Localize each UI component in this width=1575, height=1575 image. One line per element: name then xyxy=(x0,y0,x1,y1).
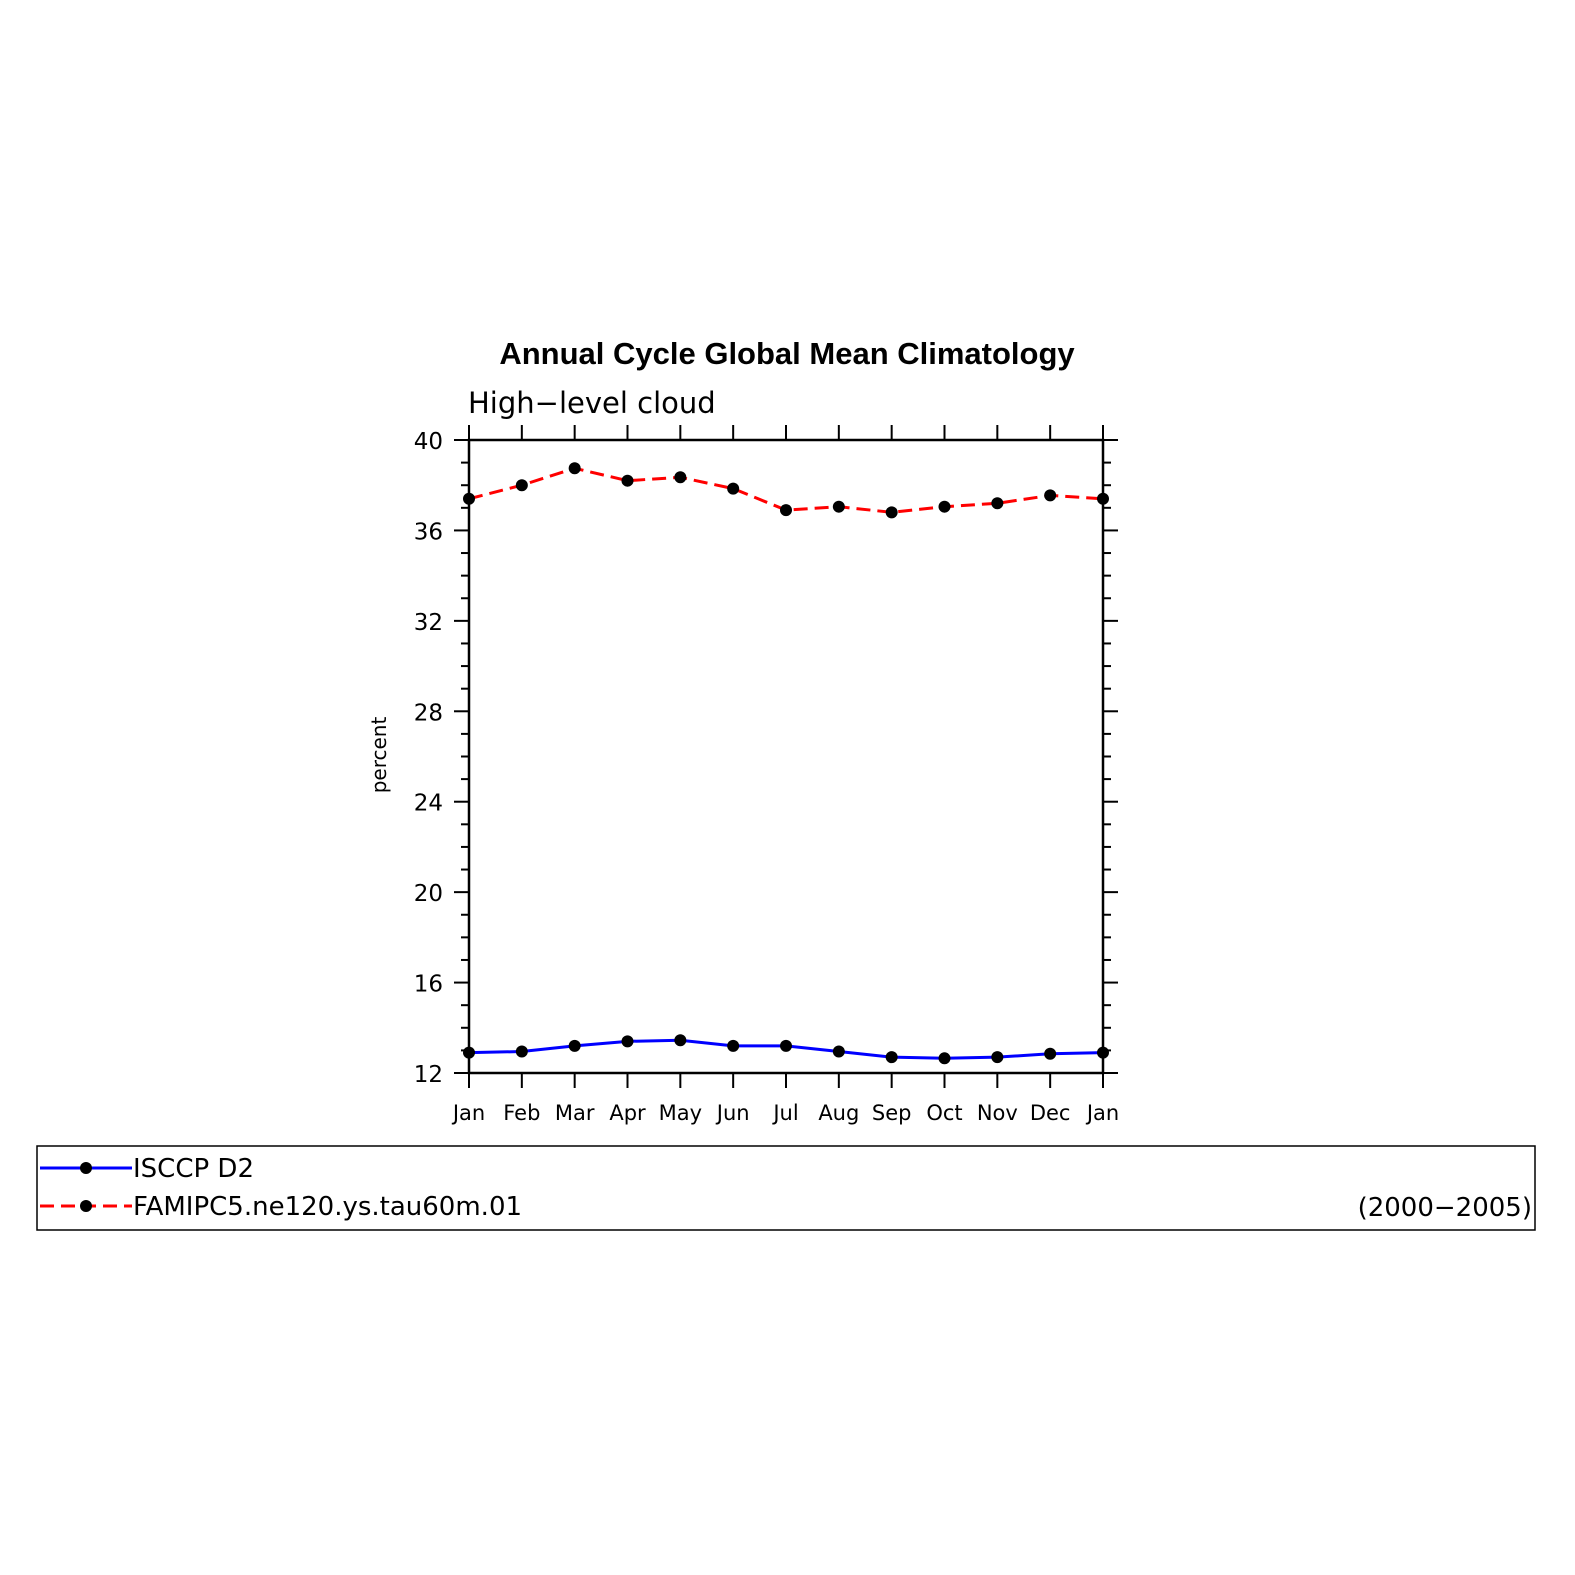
x-tick-label: May xyxy=(659,1101,702,1125)
legend-label: ISCCP D2 xyxy=(133,1154,254,1184)
x-tick-label: Apr xyxy=(609,1101,646,1125)
x-tick-label: Jan xyxy=(451,1101,485,1125)
legend-entry: ISCCP D2 xyxy=(40,1154,254,1184)
x-tick-label: Mar xyxy=(555,1101,595,1125)
series-layer xyxy=(463,462,1109,1065)
data-point xyxy=(727,1039,740,1052)
y-tick-label: 12 xyxy=(414,1062,443,1088)
data-point xyxy=(674,1034,687,1047)
x-tick-label: Feb xyxy=(503,1101,540,1125)
y-tick-labels: 12 16 20 24 28 32 36 40 xyxy=(414,429,443,1088)
data-point xyxy=(885,1051,898,1064)
legend-label: FAMIPC5.ne120.ys.tau60m.01 xyxy=(133,1192,522,1222)
data-point xyxy=(991,1051,1004,1064)
x-tick-label: Jun xyxy=(715,1101,750,1125)
data-point xyxy=(621,1035,634,1048)
data-point xyxy=(621,474,634,487)
series-1 xyxy=(463,1034,1109,1065)
data-point xyxy=(1044,489,1057,502)
legend: ISCCP D2 FAMIPC5.ne120.ys.tau60m.01 (2000… xyxy=(36,1145,1536,1231)
data-point xyxy=(568,1039,581,1052)
data-point xyxy=(938,500,951,513)
data-point xyxy=(780,1039,792,1052)
data-point xyxy=(463,1046,475,1059)
data-point xyxy=(568,462,581,475)
x-tick-labels: Jan Feb Mar Apr May Jun Jul Aug Sep Oct Nov Dec Jan xyxy=(451,1101,1119,1125)
x-tick-label: Sep xyxy=(872,1101,912,1125)
data-point xyxy=(727,482,740,495)
y-tick-label: 28 xyxy=(414,700,443,726)
x-tick-label: Nov xyxy=(977,1101,1018,1125)
y-tick-label: 36 xyxy=(414,519,443,545)
data-point xyxy=(991,497,1004,510)
y-tick-label: 20 xyxy=(414,881,443,907)
x-tick-label: Dec xyxy=(1030,1101,1071,1125)
data-point xyxy=(885,506,898,519)
chart-subtitle: High−level cloud xyxy=(468,386,716,420)
data-point xyxy=(1097,492,1109,505)
plot-frame xyxy=(467,438,1105,1075)
x-tick-label: Jan xyxy=(1085,1101,1119,1125)
data-point xyxy=(674,471,687,484)
data-point xyxy=(463,492,475,505)
x-tick-label: Aug xyxy=(818,1101,859,1125)
data-point xyxy=(515,1045,528,1058)
y-tick-label: 24 xyxy=(414,791,443,817)
chart-title: Annual Cycle Global Mean Climatology xyxy=(499,336,1075,371)
y-tick-label: 16 xyxy=(414,972,443,998)
data-point xyxy=(1097,1046,1109,1059)
data-point xyxy=(780,504,792,517)
data-point xyxy=(832,500,845,513)
plot-border xyxy=(467,438,1105,1075)
y-tick-label: 32 xyxy=(414,610,443,636)
x-tick-label: Jul xyxy=(771,1101,798,1125)
y-axis-title: percent xyxy=(367,717,391,794)
data-point xyxy=(938,1052,951,1065)
data-point xyxy=(515,479,528,492)
x-tick-label: Oct xyxy=(926,1101,962,1125)
series-2 xyxy=(463,462,1109,519)
legend-annotation: (2000−2005) xyxy=(1358,1193,1532,1223)
data-point xyxy=(832,1045,845,1058)
data-point xyxy=(1044,1047,1057,1060)
legend-marker xyxy=(80,1162,92,1174)
legend-box xyxy=(36,1145,1536,1231)
y-tick-label: 40 xyxy=(414,429,443,455)
legend-marker xyxy=(80,1200,92,1212)
legend-entry: FAMIPC5.ne120.ys.tau60m.01 xyxy=(40,1192,522,1222)
axis-ticks xyxy=(454,425,1118,1088)
